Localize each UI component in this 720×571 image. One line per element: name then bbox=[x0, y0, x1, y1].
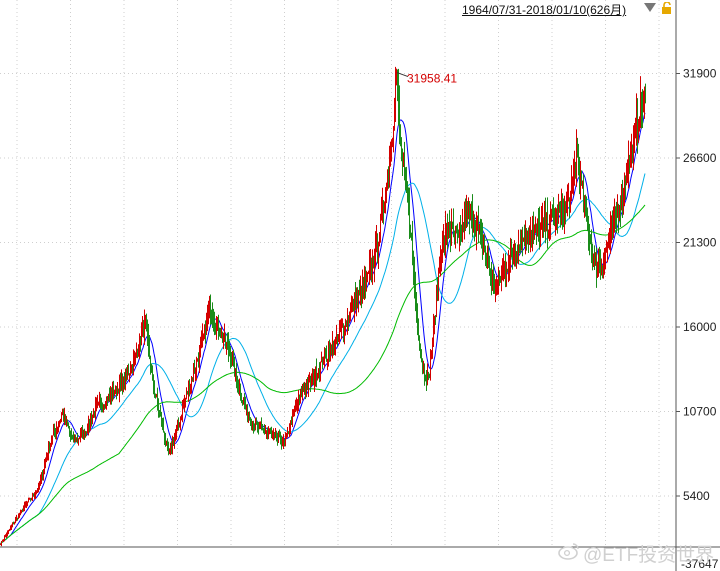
candlestick-series bbox=[0, 66, 646, 547]
moving-average-lines bbox=[0, 112, 646, 546]
ma-line-120 bbox=[0, 204, 646, 546]
weibo-icon bbox=[558, 543, 579, 560]
chevron-down-icon[interactable] bbox=[644, 3, 656, 12]
ma-line-40 bbox=[0, 173, 646, 546]
peak-annotation: 31958.41 bbox=[396, 72, 457, 86]
lower-panel-tick-label: -37647 bbox=[681, 557, 719, 571]
peak-value-label: 31958.41 bbox=[407, 72, 457, 86]
grid-lines bbox=[0, 0, 676, 547]
y-tick-label: 31900 bbox=[683, 67, 717, 81]
ma-line-12 bbox=[0, 112, 646, 546]
y-tick-label: 10700 bbox=[683, 405, 717, 419]
y-tick-label: 21300 bbox=[683, 236, 717, 250]
lock-icon[interactable] bbox=[661, 2, 673, 14]
y-tick-label: 5400 bbox=[683, 489, 710, 503]
watermark-text: @ETF投资世界 bbox=[583, 545, 715, 566]
peak-pointer bbox=[396, 72, 409, 78]
y-tick-label: 16000 bbox=[683, 320, 717, 334]
y-tick-label: 26600 bbox=[683, 151, 717, 165]
date-range-selector[interactable]: 1964/07/31-2018/01/10(626月) bbox=[462, 3, 627, 17]
